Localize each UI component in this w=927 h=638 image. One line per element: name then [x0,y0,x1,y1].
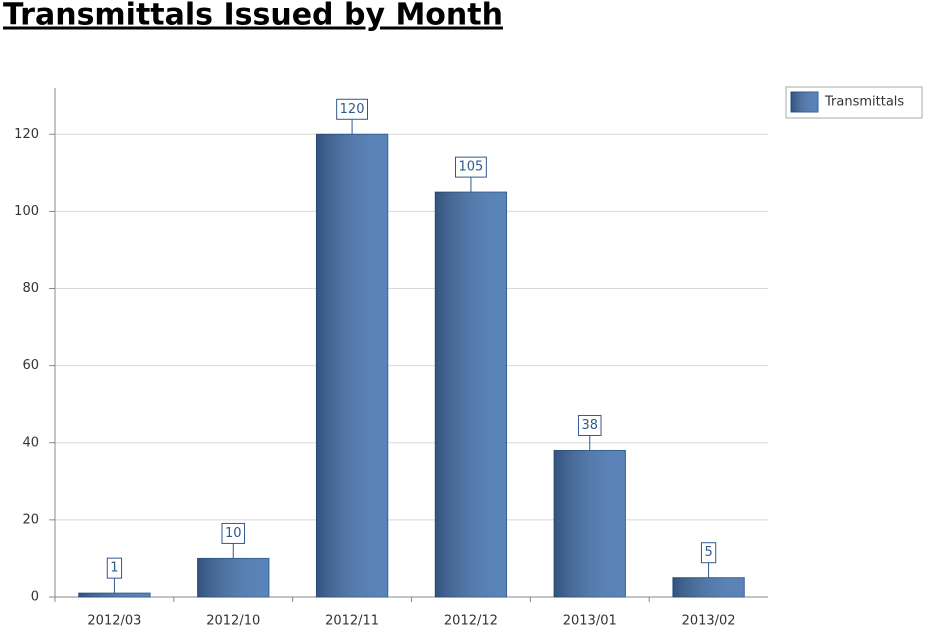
chart-title: Transmittals Issued by Month [3,0,503,33]
x-tick-label: 2012/12 [444,614,498,629]
bar-shade [554,450,626,597]
x-tick-label: 2013/01 [563,614,617,629]
y-tick-label: 20 [22,512,39,527]
y-tick-label: 60 [22,358,39,373]
x-tick-label: 2012/03 [87,614,141,629]
label-box [336,98,368,120]
bar-shade [78,593,151,597]
y-tick-label: 120 [14,127,39,142]
data-label: 38 [581,418,598,433]
data-label: 105 [459,160,484,175]
legend-label: Transmittals [824,95,904,110]
bar-shade [197,558,269,597]
data-label: 5 [704,545,712,560]
bar-shade [435,192,507,597]
x-tick-label: 2012/11 [325,614,379,629]
label-box [455,156,487,178]
data-label: 10 [225,526,242,541]
bar-shade [672,577,745,597]
x-tick-label: 2012/10 [206,614,260,629]
y-tick-label: 80 [22,281,39,296]
y-tick-label: 0 [31,590,39,605]
y-tick-label: 100 [14,204,39,219]
x-tick-label: 2013/02 [682,614,736,629]
plot-area [55,88,768,597]
label-box [700,542,717,564]
label-box [221,522,246,544]
legend-swatch-shade [791,92,818,112]
bar-shade [316,134,388,598]
label-box [106,557,123,579]
y-tick-label: 40 [22,435,39,450]
label-box [577,414,602,436]
data-label: 120 [340,102,365,117]
data-label: 1 [110,561,118,576]
